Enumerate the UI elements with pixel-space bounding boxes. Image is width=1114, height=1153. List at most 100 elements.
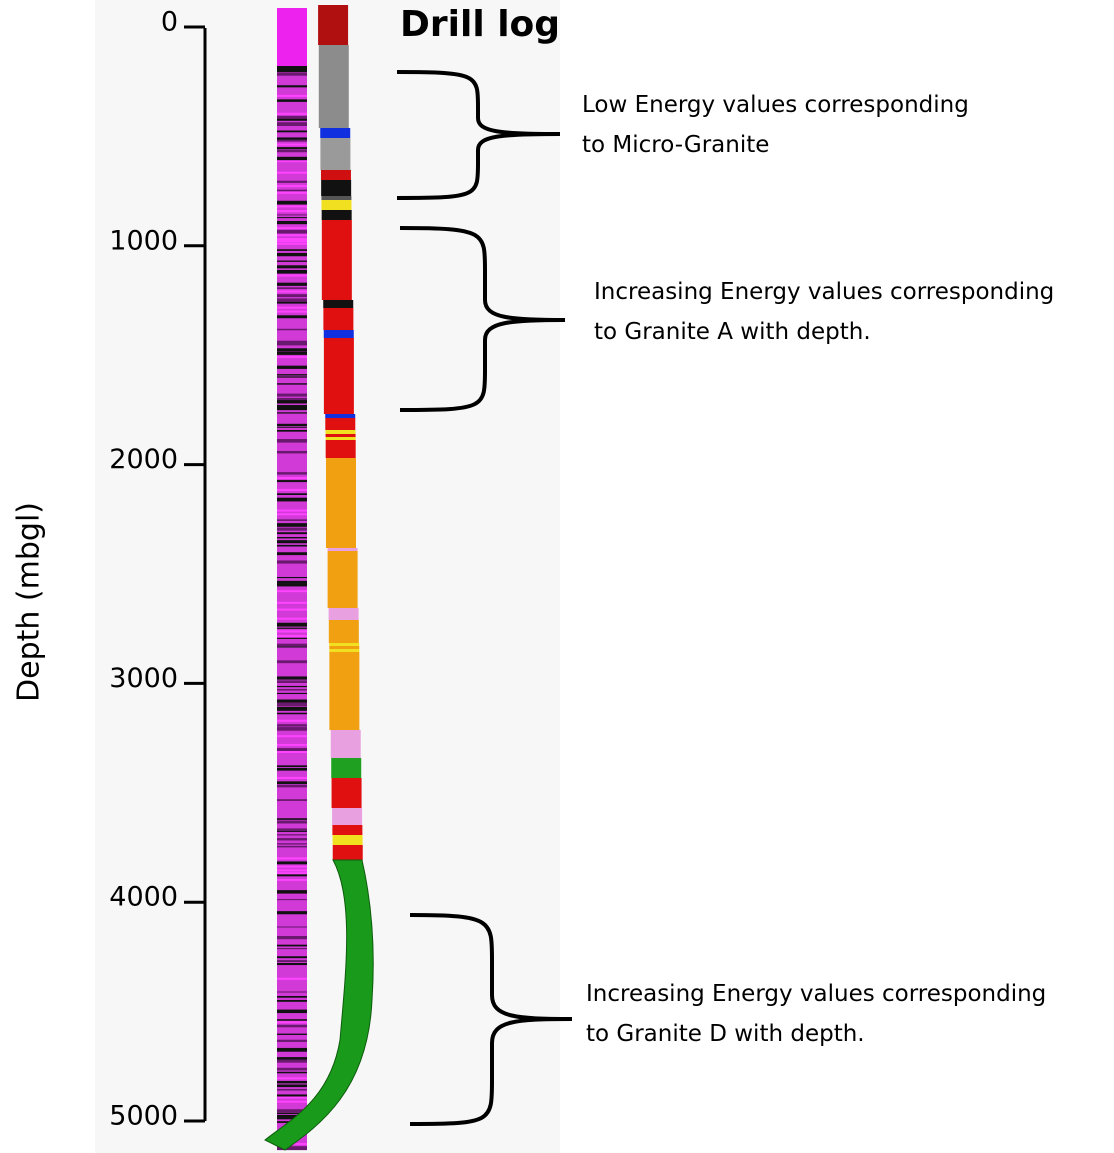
lithology-unit bbox=[320, 128, 350, 138]
log-stripe bbox=[277, 400, 307, 403]
log-stripe bbox=[277, 843, 307, 844]
log-stripe bbox=[277, 116, 307, 120]
log-stripe bbox=[277, 489, 307, 491]
log-stripe bbox=[277, 866, 307, 868]
log-stripe bbox=[277, 227, 307, 229]
axis-label: Depth (mbgl) bbox=[12, 502, 47, 702]
log-stripe bbox=[277, 217, 307, 218]
log-stripe bbox=[277, 298, 307, 301]
log-stripe bbox=[277, 430, 307, 432]
log-stripe bbox=[277, 991, 307, 992]
lithology-unit bbox=[331, 758, 361, 778]
log-stripe bbox=[277, 240, 307, 242]
log-stripe bbox=[277, 1025, 307, 1028]
log-stripe bbox=[277, 707, 307, 711]
log-stripe bbox=[277, 618, 307, 620]
log-stripe bbox=[277, 996, 307, 998]
log-stripe bbox=[277, 828, 307, 830]
log-stripe bbox=[277, 119, 307, 121]
log-stripe bbox=[277, 69, 307, 72]
log-stripe bbox=[277, 532, 307, 534]
log-stripe bbox=[277, 751, 307, 753]
log-stripe bbox=[277, 926, 307, 927]
log-stripe bbox=[277, 1040, 307, 1042]
log-stripe bbox=[277, 911, 307, 914]
log-stripe bbox=[277, 768, 307, 771]
log-stripe bbox=[277, 552, 307, 555]
log-stripe bbox=[277, 846, 307, 848]
lithology-unit bbox=[326, 430, 356, 434]
figure: 010002000300040005000 Depth (mbgl) Drill… bbox=[0, 0, 1114, 1153]
log-stripe bbox=[277, 265, 307, 268]
log-stripe bbox=[277, 523, 307, 527]
lithology-unit bbox=[325, 414, 355, 418]
log-stripe bbox=[277, 356, 307, 358]
lithology-unit bbox=[326, 434, 356, 437]
log-stripe bbox=[277, 1101, 307, 1103]
log-stripe bbox=[277, 409, 307, 411]
log-stripe bbox=[277, 427, 307, 428]
lithology-unit bbox=[329, 620, 359, 643]
log-stripe bbox=[277, 831, 307, 832]
log-stripe bbox=[277, 230, 307, 234]
log-stripe bbox=[277, 838, 307, 840]
log-stripe bbox=[277, 1068, 307, 1071]
log-stripe bbox=[277, 383, 307, 384]
log-stripe bbox=[277, 424, 307, 426]
log-stripe bbox=[277, 1000, 307, 1002]
tick-label: 4000 bbox=[109, 882, 178, 913]
log-stripe bbox=[277, 275, 307, 277]
log-stripe bbox=[277, 519, 307, 521]
log-stripe bbox=[277, 623, 307, 627]
lithology-unit bbox=[329, 643, 359, 646]
log-stripe bbox=[277, 602, 307, 604]
log-stripe bbox=[277, 99, 307, 102]
log-stripe bbox=[277, 234, 307, 236]
log-stripe bbox=[277, 646, 307, 647]
log-stripe bbox=[277, 676, 307, 679]
log-top bbox=[277, 8, 307, 66]
tick-label: 0 bbox=[161, 7, 178, 38]
log-stripe bbox=[277, 190, 307, 191]
log-stripe bbox=[277, 261, 307, 262]
log-stripe bbox=[277, 85, 307, 87]
log-stripe bbox=[277, 1084, 307, 1087]
log-stripe bbox=[277, 577, 307, 578]
log-stripe bbox=[277, 660, 307, 663]
log-stripe bbox=[277, 405, 307, 409]
log-stripe bbox=[277, 366, 307, 369]
log-stripe bbox=[277, 857, 307, 859]
log-stripe bbox=[277, 609, 307, 611]
log-stripe bbox=[277, 963, 307, 965]
log-stripe bbox=[277, 287, 307, 289]
log-stripe bbox=[277, 253, 307, 256]
lithology-unit bbox=[333, 845, 363, 860]
log-stripe bbox=[277, 374, 307, 375]
lithology-unit bbox=[329, 649, 359, 652]
log-stripe bbox=[277, 144, 307, 146]
log-stripe bbox=[277, 545, 307, 547]
annotation: to Micro-Granite bbox=[582, 132, 769, 158]
annotation: Increasing Energy values corresponding bbox=[586, 981, 1046, 1007]
log-stripe bbox=[277, 899, 307, 900]
log-stripe bbox=[277, 879, 307, 881]
log-stripe bbox=[277, 172, 307, 174]
log-stripe bbox=[277, 307, 307, 309]
log-stripe bbox=[277, 644, 307, 646]
log-stripe bbox=[277, 799, 307, 801]
log-stripe bbox=[277, 735, 307, 737]
log-stripe bbox=[277, 699, 307, 702]
log-stripe bbox=[277, 635, 307, 637]
log-stripe bbox=[277, 160, 307, 162]
lithology-unit bbox=[322, 210, 352, 220]
log-stripe bbox=[277, 818, 307, 820]
log-stripe bbox=[277, 238, 307, 240]
log-stripe bbox=[277, 243, 307, 245]
annotation: to Granite A with depth. bbox=[594, 319, 871, 345]
log-stripe bbox=[277, 1019, 307, 1021]
log-stripe bbox=[277, 702, 307, 706]
log-stripe bbox=[277, 221, 307, 224]
log-stripe bbox=[277, 157, 307, 161]
lithology-unit bbox=[328, 548, 358, 551]
log-stripe bbox=[277, 890, 307, 893]
